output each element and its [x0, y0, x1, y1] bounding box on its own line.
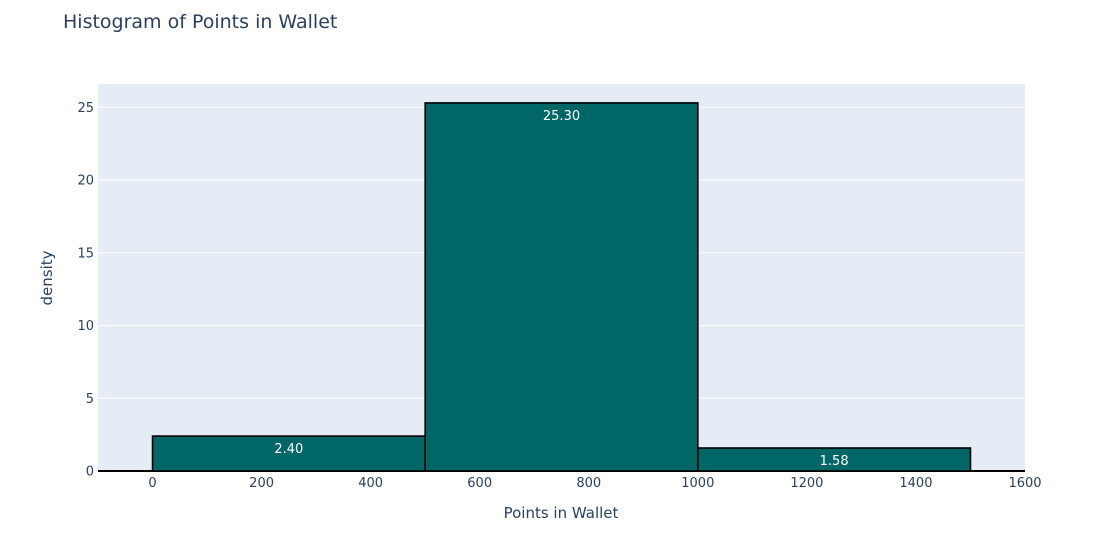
y-axis-title: density: [38, 250, 56, 305]
y-axis-ticks: 0 5 10 15 20 25: [77, 101, 94, 480]
y-tick-label: 0: [86, 465, 94, 480]
x-tick-label: 400: [358, 476, 383, 491]
chart-title: Histogram of Points in Wallet: [63, 11, 337, 33]
x-axis-ticks: 0 200 400 600 800 1000 1200 1400 1600: [148, 476, 1041, 491]
x-tick-label: 1600: [1008, 476, 1041, 491]
y-tick-label: 15: [77, 246, 94, 261]
bar-labels: 2.40 25.30 1.58: [274, 109, 848, 469]
bar-label-2: 25.30: [543, 109, 580, 124]
y-tick-label: 25: [77, 101, 94, 116]
y-tick-label: 10: [77, 319, 94, 334]
x-tick-label: 600: [467, 476, 492, 491]
bar-3: [697, 447, 972, 472]
x-tick-label: 1000: [681, 476, 714, 491]
y-tick-label: 20: [77, 174, 94, 189]
x-axis-title: Points in Wallet: [504, 504, 619, 522]
bar-2: [424, 102, 699, 472]
x-tick-label: 800: [576, 476, 601, 491]
y-tick-label: 5: [86, 392, 94, 407]
x-tick-label: 0: [148, 476, 156, 491]
x-tick-label: 1200: [790, 476, 823, 491]
x-tick-label: 1400: [899, 476, 932, 491]
bars: [151, 102, 972, 472]
x-tick-label: 200: [249, 476, 274, 491]
bar-label-1: 2.40: [274, 442, 303, 457]
bar-label-3: 1.58: [820, 454, 849, 469]
